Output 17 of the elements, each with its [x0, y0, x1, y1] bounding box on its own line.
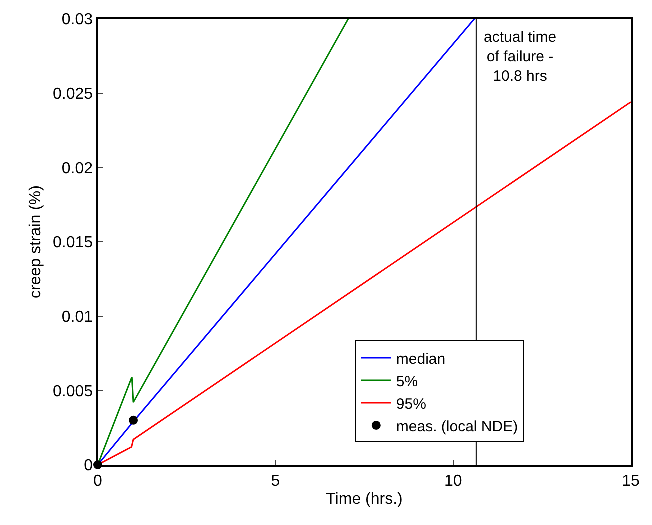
y-axis-title: creep strain (%)	[27, 186, 44, 298]
x-tick-label: 10	[444, 472, 462, 490]
y-tick-label: 0.015	[53, 234, 94, 252]
x-axis-title: Time (hrs.)	[326, 491, 403, 508]
y-tick-label: 0	[84, 458, 94, 475]
legend-label: 95%	[396, 396, 426, 413]
y-tick-label: 0.025	[53, 86, 94, 103]
legend-label: meas. (local NDE)	[396, 418, 518, 436]
x-tick-label: 5	[271, 472, 280, 490]
ref-line-label: actual time of failure - 10.8 hrs	[484, 29, 557, 85]
y-tick-label: 0.02	[62, 160, 94, 178]
y-tick-label: 0.005	[53, 383, 94, 400]
legend-label: 5%	[396, 373, 418, 390]
y-tick-label: 0.03	[62, 12, 94, 29]
legend-label: median	[396, 350, 446, 368]
y-tick-label: 0.01	[62, 308, 94, 326]
x-tick-label: 15	[622, 472, 640, 490]
